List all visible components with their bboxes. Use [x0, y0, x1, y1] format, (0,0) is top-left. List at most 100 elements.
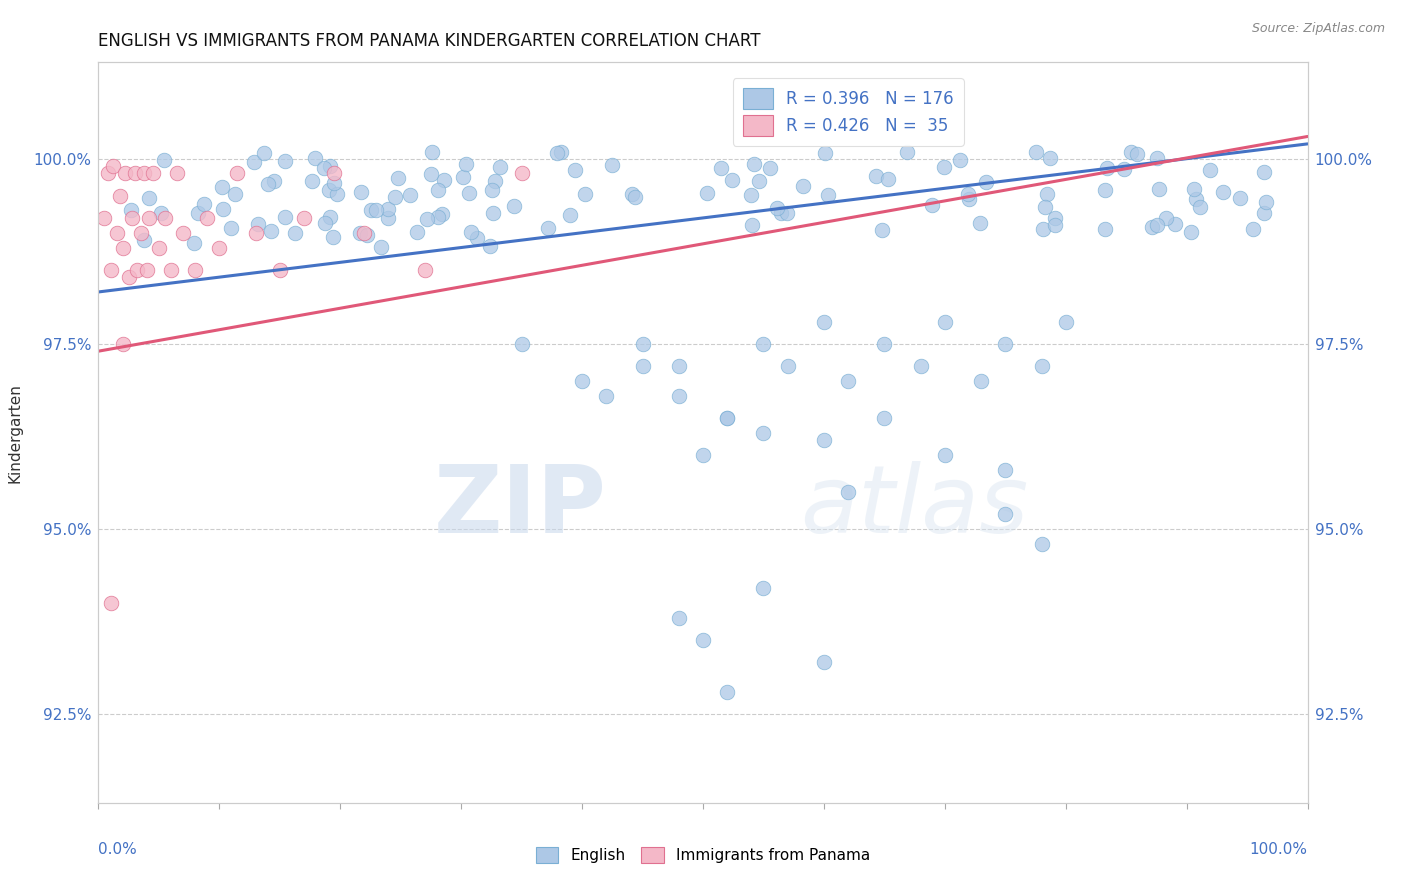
Point: [766, 201, 789, 215]
Point: [792, 179, 814, 194]
Point: [1241, 222, 1264, 236]
Point: [1112, 161, 1135, 176]
Point: [716, 410, 738, 425]
Point: [1229, 191, 1251, 205]
Point: [377, 202, 399, 217]
Point: [934, 160, 956, 174]
Point: [769, 206, 792, 220]
Point: [813, 655, 835, 669]
Point: [600, 158, 623, 172]
Point: [269, 262, 291, 277]
Point: [134, 166, 156, 180]
Point: [921, 198, 943, 212]
Point: [301, 173, 323, 187]
Point: [93, 211, 115, 225]
Point: [135, 262, 157, 277]
Point: [1095, 161, 1118, 175]
Point: [759, 161, 782, 176]
Point: [284, 226, 307, 240]
Point: [406, 225, 429, 239]
Point: [969, 216, 991, 230]
Point: [187, 206, 209, 220]
Point: [101, 159, 124, 173]
Point: [245, 226, 267, 240]
Point: [138, 191, 160, 205]
Point: [752, 336, 775, 351]
Point: [120, 203, 142, 218]
Point: [318, 183, 340, 197]
Point: [1146, 219, 1168, 233]
Point: [481, 183, 503, 197]
Point: [413, 262, 436, 277]
Point: [1025, 145, 1047, 160]
Point: [460, 225, 482, 239]
Point: [621, 186, 644, 201]
Text: ZIP: ZIP: [433, 460, 606, 553]
Point: [1184, 192, 1206, 206]
Point: [752, 581, 775, 595]
Point: [193, 197, 215, 211]
Point: [1146, 151, 1168, 165]
Point: [692, 448, 714, 462]
Point: [1164, 218, 1187, 232]
Point: [813, 433, 835, 447]
Point: [934, 448, 956, 462]
Point: [873, 410, 896, 425]
Point: [243, 155, 266, 169]
Y-axis label: Kindergarten: Kindergarten: [7, 383, 22, 483]
Point: [399, 187, 422, 202]
Point: [427, 183, 450, 197]
Point: [387, 170, 409, 185]
Point: [896, 145, 918, 160]
Point: [1253, 165, 1275, 179]
Point: [478, 239, 501, 253]
Point: [1256, 195, 1278, 210]
Point: [813, 314, 835, 328]
Point: [1054, 314, 1077, 328]
Point: [350, 185, 373, 199]
Point: [260, 224, 283, 238]
Point: [274, 210, 297, 224]
Point: [124, 166, 146, 180]
Point: [481, 206, 503, 220]
Point: [160, 262, 183, 277]
Point: [595, 388, 617, 402]
Point: [571, 374, 593, 388]
Text: ENGLISH VS IMMIGRANTS FROM PANAMA KINDERGARTEN CORRELATION CHART: ENGLISH VS IMMIGRANTS FROM PANAMA KINDER…: [98, 32, 761, 50]
Point: [97, 166, 120, 180]
Point: [419, 167, 441, 181]
Point: [121, 211, 143, 225]
Point: [716, 684, 738, 698]
Point: [744, 157, 766, 171]
Text: Source: ZipAtlas.com: Source: ZipAtlas.com: [1251, 22, 1385, 36]
Point: [564, 162, 586, 177]
Point: [370, 240, 392, 254]
Point: [814, 145, 837, 160]
Point: [274, 153, 297, 168]
Point: [873, 336, 896, 351]
Point: [623, 190, 645, 204]
Point: [668, 388, 690, 402]
Point: [970, 374, 993, 388]
Point: [183, 236, 205, 251]
Point: [100, 596, 122, 610]
Point: [1121, 145, 1143, 159]
Point: [1212, 185, 1234, 199]
Point: [454, 157, 477, 171]
Point: [574, 187, 596, 202]
Point: [224, 187, 246, 202]
Point: [100, 262, 122, 277]
Point: [1188, 200, 1211, 214]
Point: [484, 174, 506, 188]
Point: [211, 202, 233, 216]
Point: [974, 175, 997, 189]
Point: [1032, 222, 1054, 236]
Point: [208, 240, 231, 254]
Point: [721, 172, 744, 186]
Point: [1033, 200, 1056, 214]
Point: [366, 202, 388, 217]
Point: [111, 240, 134, 254]
Point: [668, 611, 690, 625]
Point: [118, 270, 141, 285]
Point: [537, 220, 560, 235]
